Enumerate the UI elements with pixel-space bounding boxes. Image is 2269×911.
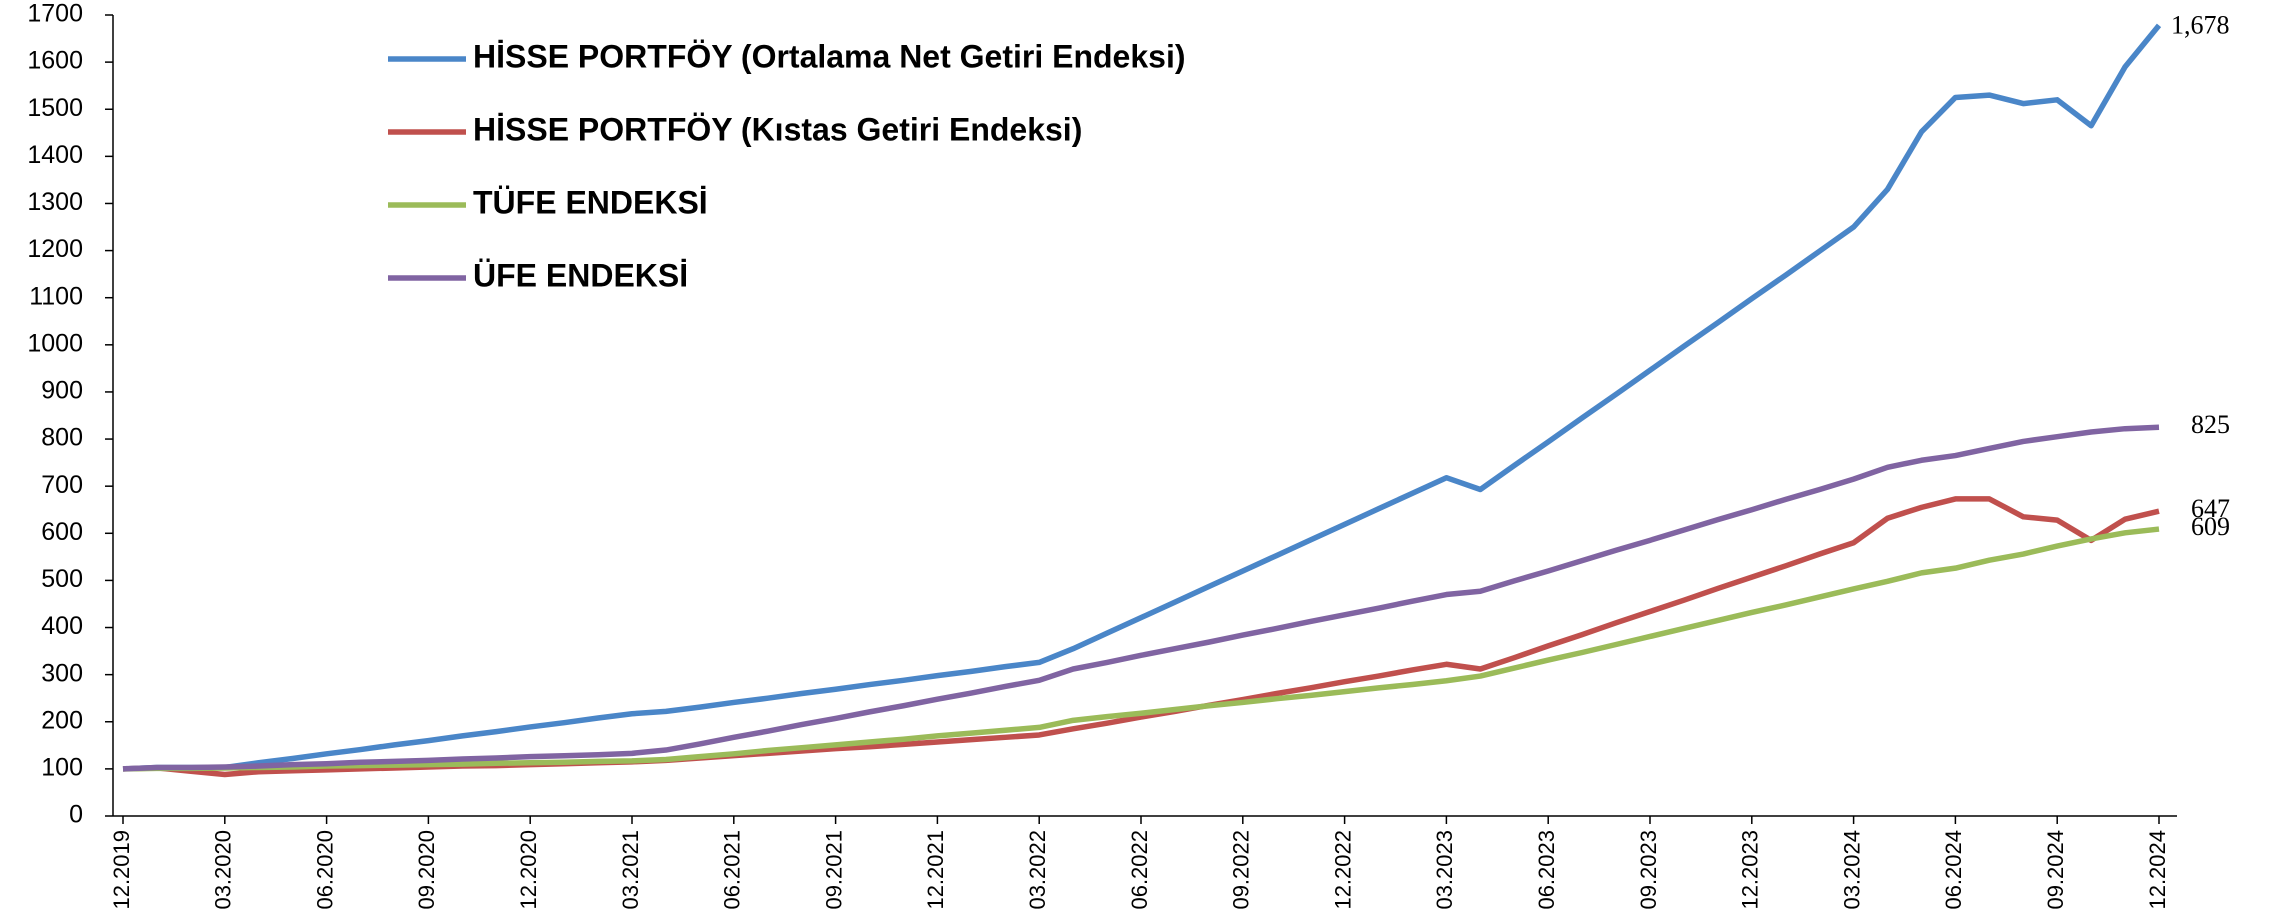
x-tick-label: 06.2023 <box>1534 830 1559 910</box>
x-tick-label: 09.2021 <box>821 830 846 910</box>
y-tick-label: 0 <box>69 801 83 829</box>
series-line <box>122 23 2162 772</box>
y-tick-label: 1200 <box>27 235 83 263</box>
y-tick-label: 1600 <box>27 47 83 75</box>
y-tick-label: 300 <box>41 659 83 687</box>
y-tick-label: 100 <box>41 753 83 781</box>
x-tick-label: 12.2019 <box>109 830 134 910</box>
y-tick-label: 1300 <box>27 188 83 216</box>
x-tick-label: 03.2021 <box>618 830 643 910</box>
end-label: 647 <box>2191 494 2230 523</box>
x-tick-label: 09.2022 <box>1229 830 1254 910</box>
end-label: 609 <box>2191 512 2230 541</box>
legend-label: HİSSE PORTFÖY (Ortalama Net Getiri Endek… <box>473 38 1185 74</box>
end-label: 825 <box>2191 410 2230 439</box>
x-tick-label: 06.2022 <box>1127 830 1152 910</box>
legend-label: ÜFE ENDEKSİ <box>473 257 688 293</box>
x-tick-label: 12.2024 <box>2145 830 2170 910</box>
series-line <box>122 526 2160 772</box>
y-tick-label: 1100 <box>29 282 83 310</box>
legend-label: HİSSE PORTFÖY (Kıstas Getiri Endeksi) <box>473 111 1082 147</box>
series-line <box>122 496 2160 778</box>
x-tick-label: 09.2024 <box>2043 830 2068 910</box>
series-line <box>122 424 2160 772</box>
legend-label: TÜFE ENDEKSİ <box>473 184 708 220</box>
y-tick-label: 400 <box>41 612 83 640</box>
x-tick-label: 03.2020 <box>211 830 236 910</box>
x-tick-label: 03.2023 <box>1432 830 1457 910</box>
end-label: 1,678 <box>2171 10 2230 39</box>
x-tick-label: 03.2024 <box>1839 830 1864 910</box>
y-tick-label: 1700 <box>27 0 83 28</box>
y-tick-label: 900 <box>41 377 83 405</box>
y-tick-label: 1000 <box>27 329 83 357</box>
y-tick-label: 1500 <box>27 94 83 122</box>
x-tick-label: 12.2021 <box>923 830 948 910</box>
x-tick-label: 12.2022 <box>1330 830 1355 910</box>
x-tick-label: 12.2023 <box>1738 830 1763 910</box>
y-tick-label: 1400 <box>27 141 83 169</box>
x-tick-label: 09.2023 <box>1636 830 1661 910</box>
x-tick-label: 12.2020 <box>516 830 541 910</box>
y-tick-label: 500 <box>41 565 83 593</box>
x-tick-label: 06.2020 <box>312 830 337 910</box>
y-tick-label: 600 <box>41 518 83 546</box>
y-tick-label: 200 <box>41 706 83 734</box>
x-tick-label: 03.2022 <box>1025 830 1050 910</box>
y-tick-label: 700 <box>41 471 83 499</box>
x-tick-label: 06.2024 <box>1941 830 1966 910</box>
x-tick-label: 09.2020 <box>414 830 439 910</box>
x-tick-label: 06.2021 <box>720 830 745 910</box>
y-tick-label: 800 <box>41 424 83 452</box>
